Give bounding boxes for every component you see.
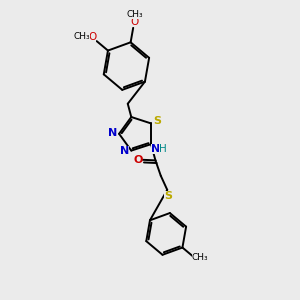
Text: O: O — [88, 32, 96, 42]
Text: N: N — [120, 146, 129, 156]
Text: CH₃: CH₃ — [192, 253, 208, 262]
Text: CH₃: CH₃ — [126, 10, 143, 19]
Text: CH₃: CH₃ — [73, 32, 90, 41]
Text: N: N — [108, 128, 117, 138]
Text: O: O — [133, 155, 142, 165]
Text: S: S — [164, 191, 172, 201]
Text: O: O — [130, 17, 139, 27]
Text: N: N — [151, 144, 160, 154]
Text: H: H — [159, 144, 167, 154]
Text: S: S — [154, 116, 161, 126]
